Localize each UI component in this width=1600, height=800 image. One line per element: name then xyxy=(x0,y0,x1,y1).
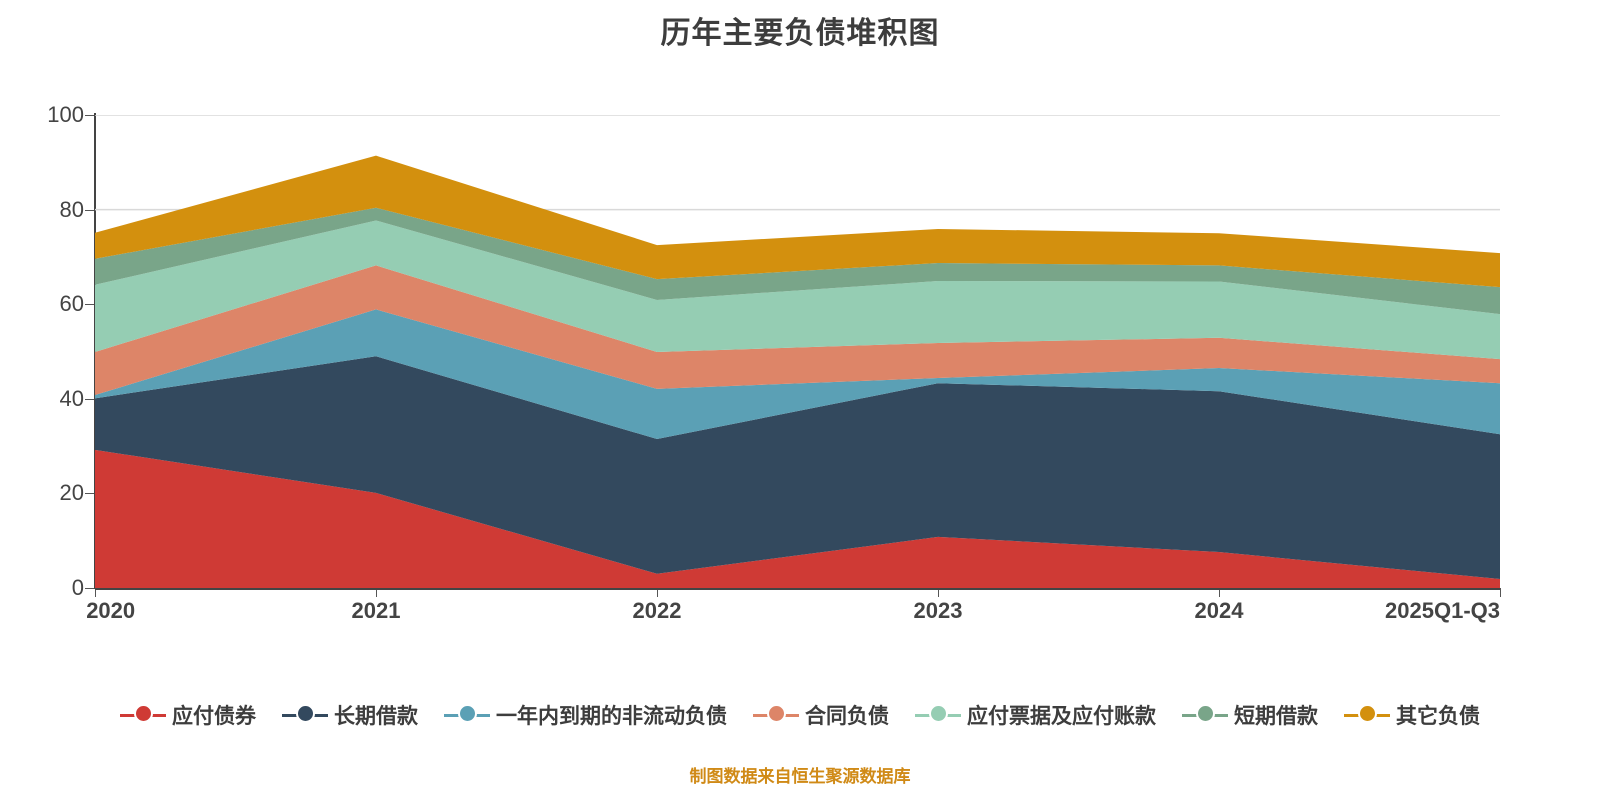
x-tick-label: 2020 xyxy=(86,598,136,623)
x-tick-label: 2024 xyxy=(1194,598,1244,623)
y-axis-line xyxy=(94,113,96,589)
y-tick-mark xyxy=(85,493,95,495)
y-tick-mark xyxy=(85,588,95,589)
x-tick-label: 2022 xyxy=(632,598,682,623)
legend-label: 合同负债 xyxy=(805,705,889,728)
legend-item[interactable]: 应付债券 xyxy=(120,700,256,730)
legend-marker-icon xyxy=(1344,704,1390,726)
legend-label: 一年内到期的非流动负债 xyxy=(496,705,727,728)
x-tick-mark xyxy=(657,588,658,597)
x-tick-mark xyxy=(1219,588,1220,597)
x-tick-label: 2023 xyxy=(913,598,963,623)
y-tick-label: 20 xyxy=(59,480,84,506)
footer-note: 制图数据来自恒生聚源数据库 xyxy=(689,767,911,786)
y-tick-label: 100 xyxy=(47,102,84,127)
legend-label: 其它负债 xyxy=(1396,705,1480,728)
legend-marker-icon xyxy=(120,704,166,726)
legend-marker-icon xyxy=(753,704,799,726)
legend-item[interactable]: 一年内到期的非流动负债 xyxy=(444,700,727,730)
stacked-area-svg xyxy=(95,115,1500,588)
area-series xyxy=(95,265,1500,396)
area-series xyxy=(95,449,1500,588)
y-tick-label: 0 xyxy=(71,575,84,600)
x-tick-mark xyxy=(1500,588,1501,597)
x-tick-label: 2025Q1-Q3 xyxy=(1385,598,1500,623)
legend-item[interactable]: 长期借款 xyxy=(282,700,418,730)
legend-marker-icon xyxy=(1182,704,1228,726)
x-tick-mark xyxy=(376,588,377,597)
y-tick-label: 60 xyxy=(59,291,84,317)
area-series xyxy=(95,207,1500,315)
x-axis-line xyxy=(95,588,1500,590)
y-tick-mark xyxy=(85,115,95,116)
y-tick-label: 80 xyxy=(59,196,84,222)
area-series xyxy=(95,155,1500,288)
area-series xyxy=(95,309,1500,440)
y-tick-label: 40 xyxy=(59,385,84,411)
legend-marker-icon xyxy=(915,704,961,726)
legend-label: 短期借款 xyxy=(1234,705,1318,728)
legend-item[interactable]: 应付票据及应付账款 xyxy=(915,700,1156,730)
x-tick-label: 2021 xyxy=(351,598,401,623)
x-tick-mark xyxy=(938,588,939,597)
area-series xyxy=(95,356,1500,580)
plot-area xyxy=(95,115,1500,588)
area-series xyxy=(95,220,1500,360)
x-tick-mark xyxy=(95,588,96,597)
legend-item[interactable]: 其它负债 xyxy=(1344,700,1480,730)
chart-legend: 应付债券 长期借款 一年内到期的非流动负债 合同负债 应付票据及应付账款 短期借款 其它负债 xyxy=(0,700,1600,730)
y-tick-mark xyxy=(85,304,95,306)
y-tick-mark xyxy=(85,398,95,400)
page-title: 历年主要负债堆积图 xyxy=(660,17,940,50)
legend-item[interactable]: 短期借款 xyxy=(1182,700,1318,730)
legend-marker-icon xyxy=(282,704,328,726)
legend-marker-icon xyxy=(444,704,490,726)
legend-label: 应付债券 xyxy=(172,705,256,728)
legend-label: 长期借款 xyxy=(334,705,418,728)
legend-label: 应付票据及应付账款 xyxy=(967,705,1156,728)
y-tick-mark xyxy=(85,209,95,211)
legend-item[interactable]: 合同负债 xyxy=(753,700,889,730)
